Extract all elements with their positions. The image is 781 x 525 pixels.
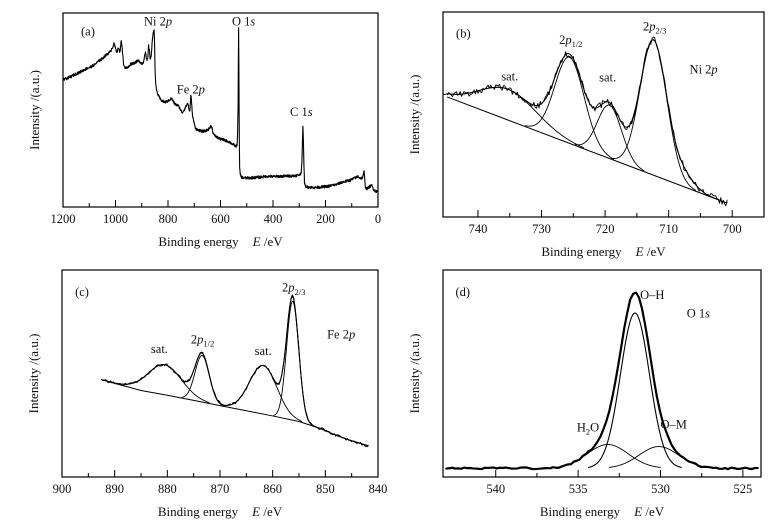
svg-text:710: 710 xyxy=(659,222,678,236)
svg-text:C 1s: C 1s xyxy=(290,105,313,119)
svg-text:720: 720 xyxy=(596,222,615,236)
panel-c-canvas: 900 890 880 870 860 850 840 Binding energy E /eV… xyxy=(26,269,388,519)
svg-text:740: 740 xyxy=(469,222,488,236)
svg-text:2p1/2: 2p1/2 xyxy=(191,332,214,348)
svg-text:800: 800 xyxy=(159,212,178,226)
svg-text:870: 870 xyxy=(211,482,230,496)
svg-text:Intensity /(a.u.): Intensity /(a.u.) xyxy=(407,75,422,155)
svg-text:Ni 2p: Ni 2p xyxy=(690,63,718,77)
svg-text:530: 530 xyxy=(651,482,670,496)
svg-text:Ni 2p: Ni 2p xyxy=(144,15,172,29)
svg-text:O–H: O–H xyxy=(640,288,664,302)
svg-text:(c): (c) xyxy=(75,285,89,299)
svg-text:2p1/2: 2p1/2 xyxy=(559,33,582,49)
svg-text:900: 900 xyxy=(53,482,72,496)
panel-d-canvas: 540 535 530 525 Binding energy E /eV Intensity… xyxy=(407,269,762,519)
svg-text:sat.: sat. xyxy=(151,342,168,356)
svg-text:1200: 1200 xyxy=(51,212,76,226)
svg-text:1000: 1000 xyxy=(103,212,128,226)
svg-text:540: 540 xyxy=(486,482,505,496)
svg-text:525: 525 xyxy=(734,482,753,496)
svg-text:Fe 2p: Fe 2p xyxy=(177,83,205,97)
svg-text:sat.: sat. xyxy=(501,70,518,84)
panel-b-canvas: 740 730 720 710 700 Binding energy E /eV Intens… xyxy=(407,11,765,259)
svg-text:600: 600 xyxy=(211,212,230,226)
panel-c-fe2p: 900 890 880 870 860 850 840 Binding energy E /eV… xyxy=(0,262,390,525)
svg-text:O 1s: O 1s xyxy=(232,15,255,29)
svg-text:O 1s: O 1s xyxy=(687,307,710,321)
svg-text:(a): (a) xyxy=(81,24,95,38)
svg-text:840: 840 xyxy=(369,482,388,496)
panel-a-canvas: 1200 1000 800 600 400 200 0 Binding energy E /eV… xyxy=(27,12,381,249)
panel-a-survey: 1200 1000 800 600 400 200 0 Binding energy E /eV… xyxy=(0,0,390,262)
panel-d-o1s: 540 535 530 525 Binding energy E /eV Intensity… xyxy=(390,262,781,525)
svg-text:Intensity /(a.u.): Intensity /(a.u.) xyxy=(407,334,422,414)
panel-b-ni2p: 740 730 720 710 700 Binding energy E /eV Intens… xyxy=(390,0,781,262)
svg-text:sat.: sat. xyxy=(255,344,272,358)
svg-text:700: 700 xyxy=(723,222,742,236)
svg-text:(b): (b) xyxy=(456,27,471,41)
svg-text:sat.: sat. xyxy=(599,71,616,85)
svg-text:2p2/3: 2p2/3 xyxy=(282,281,305,297)
svg-text:890: 890 xyxy=(105,482,124,496)
svg-text:860: 860 xyxy=(263,482,282,496)
svg-text:880: 880 xyxy=(158,482,177,496)
svg-text:H2O: H2O xyxy=(577,420,599,436)
svg-text:(d): (d) xyxy=(455,285,470,299)
svg-text:400: 400 xyxy=(264,212,283,226)
svg-text:Intensity /(a.u.): Intensity /(a.u.) xyxy=(26,334,41,414)
svg-text:200: 200 xyxy=(316,212,335,226)
svg-text:0: 0 xyxy=(375,212,381,226)
svg-text:Fe 2p: Fe 2p xyxy=(327,327,355,341)
svg-text:O–M: O–M xyxy=(660,417,686,431)
svg-text:2p2/3: 2p2/3 xyxy=(643,19,666,35)
svg-text:730: 730 xyxy=(532,222,551,236)
svg-text:Intensity /(a.u.): Intensity /(a.u.) xyxy=(27,70,42,150)
svg-text:535: 535 xyxy=(569,482,588,496)
svg-text:850: 850 xyxy=(316,482,335,496)
